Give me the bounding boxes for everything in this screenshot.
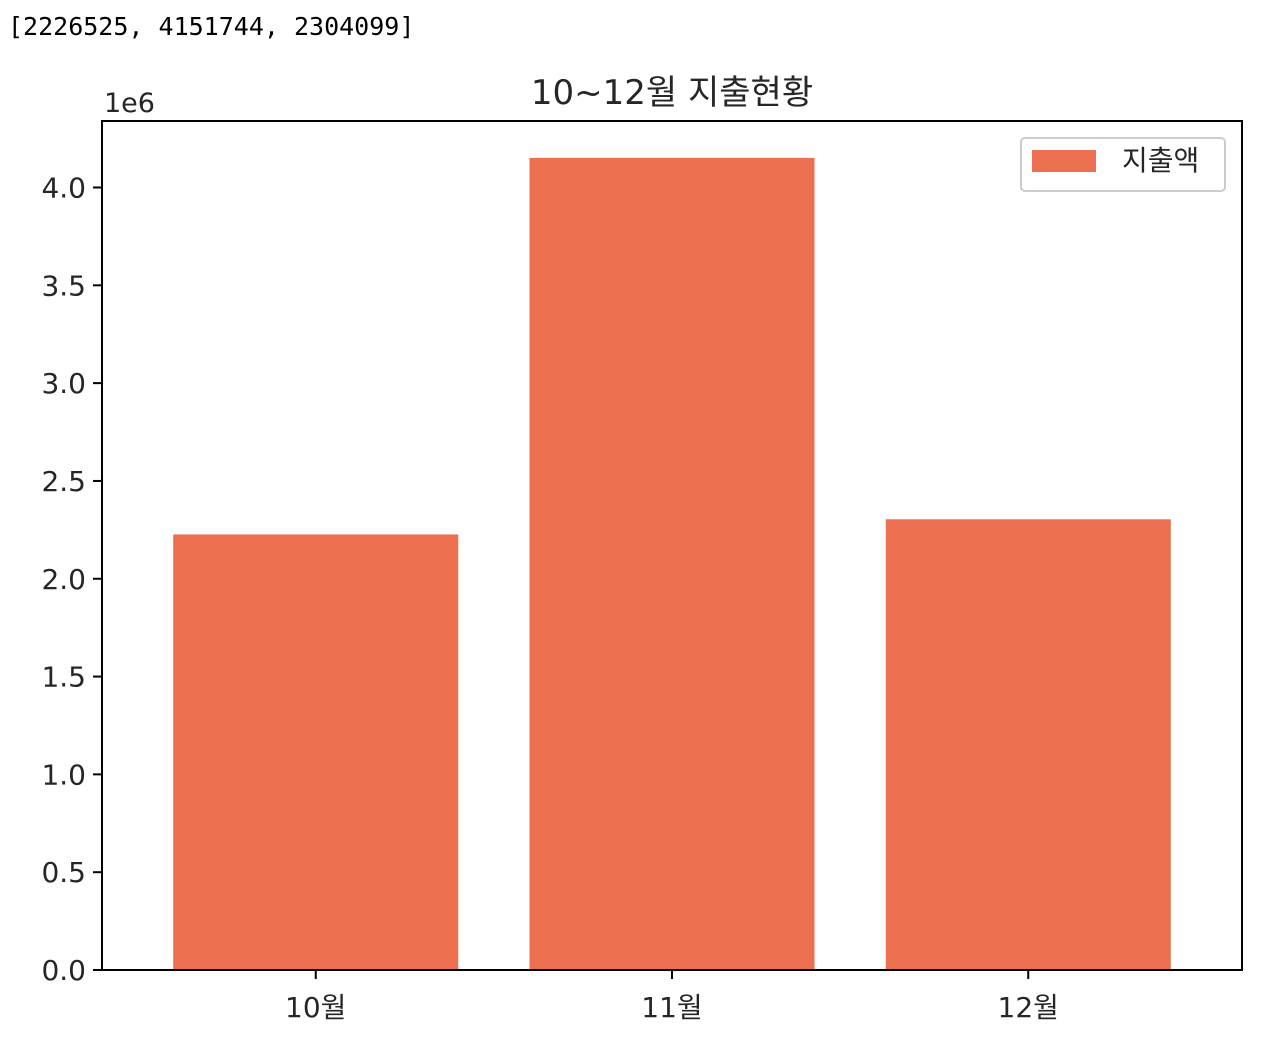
y-tick-label: 1.5 — [41, 661, 86, 694]
bar-12월 — [885, 519, 1171, 970]
y-tick-label: 2.0 — [41, 563, 86, 596]
legend-label: 지출액 — [1122, 144, 1199, 177]
x-tick-label: 12월 — [998, 991, 1059, 1024]
bars-layer — [173, 157, 1171, 971]
bar-11월 — [529, 157, 815, 971]
x-tick-label: 10월 — [285, 991, 346, 1024]
y-tick-label: 2.5 — [41, 465, 86, 498]
y-tick-label: 1.0 — [41, 758, 86, 791]
legend-swatch — [1032, 150, 1096, 172]
y-axis: 0.0 0.5 1.0 1.5 2.0 2.5 3.0 3.5 4.0 — [41, 172, 102, 987]
bar-10월 — [173, 534, 459, 970]
y-tick-label: 4.0 — [41, 172, 86, 205]
y-tick-label: 3.5 — [41, 269, 86, 302]
legend: 지출액 — [1020, 137, 1226, 192]
y-tick-label: 0.5 — [41, 856, 86, 889]
console-output: [2226525, 4151744, 2304099] — [8, 12, 415, 41]
y-tick-label: 0.0 — [41, 954, 86, 987]
y-axis-offset-label: 1e6 — [104, 88, 155, 119]
y-tick-label: 3.0 — [41, 367, 86, 400]
chart-title: 10~12월 지출현황 — [531, 73, 813, 113]
x-axis: 10월 11월 12월 — [285, 970, 1059, 1024]
x-tick-label: 11월 — [641, 991, 702, 1024]
